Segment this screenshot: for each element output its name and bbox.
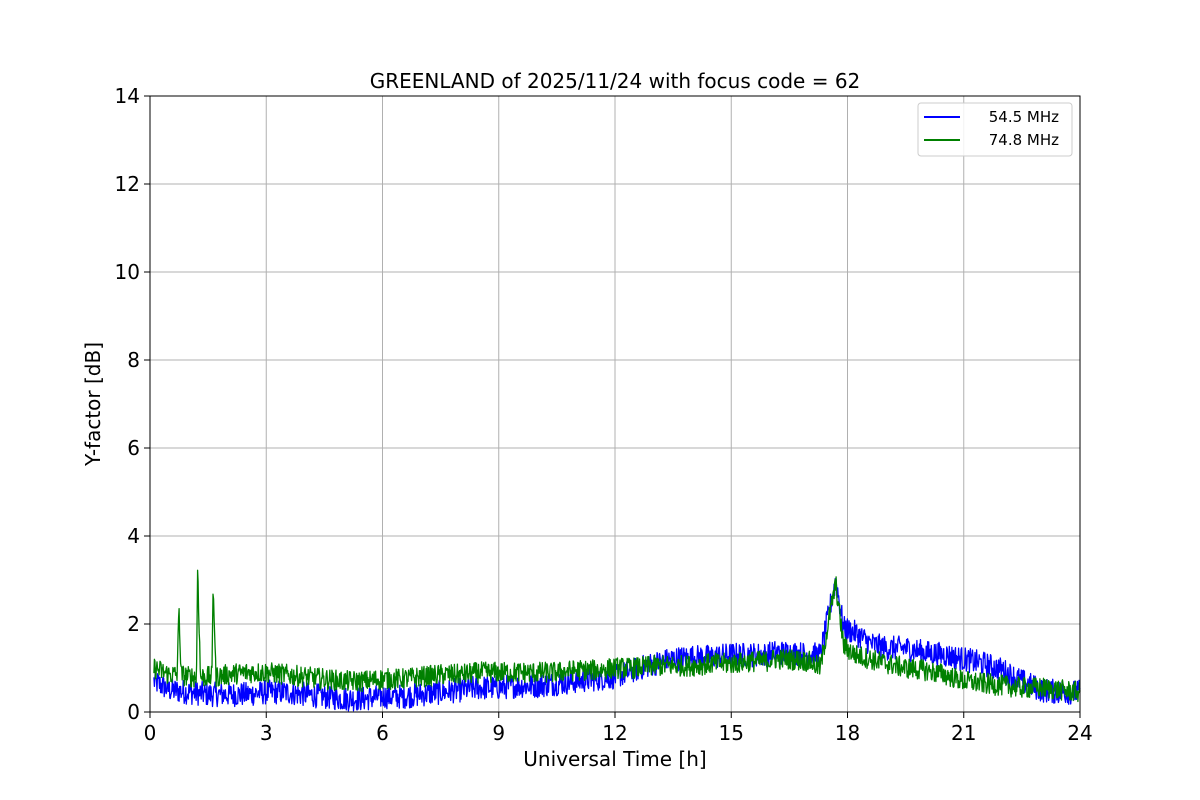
y-axis: 0 2 4 6 8 10 12 14: [115, 84, 150, 724]
x-tick-label: 3: [260, 721, 273, 745]
y-tick-label: 12: [115, 172, 140, 196]
chart-title: GREENLAND of 2025/11/24 with focus code …: [370, 69, 861, 93]
x-axis-label: Universal Time [h]: [523, 747, 706, 771]
y-tick-label: 6: [127, 436, 140, 460]
y-tick-label: 10: [115, 260, 140, 284]
x-tick-label: 18: [835, 721, 860, 745]
y-tick-label: 0: [127, 700, 140, 724]
y-tick-label: 4: [127, 524, 140, 548]
x-tick-label: 21: [951, 721, 976, 745]
grid: [149, 95, 1081, 713]
y-tick-label: 14: [115, 84, 140, 108]
x-tick-label: 15: [719, 721, 744, 745]
x-tick-label: 24: [1067, 721, 1092, 745]
x-tick-label: 0: [144, 721, 157, 745]
series-line: [153, 569, 1081, 703]
legend-label: 74.8 MHz: [989, 131, 1059, 149]
series-layer: [153, 569, 1081, 712]
legend-label: 54.5 MHz: [989, 108, 1059, 126]
series-line: [153, 578, 1081, 712]
y-tick-label: 8: [127, 348, 140, 372]
x-tick-label: 9: [492, 721, 505, 745]
x-axis: 0 3 6 9 12 15 18 21 24: [144, 712, 1093, 745]
y-tick-label: 2: [127, 612, 140, 636]
legend: 54.5 MHz 74.8 MHz: [917, 102, 1073, 157]
x-tick-label: 6: [376, 721, 389, 745]
y-axis-label: Y-factor [dB]: [81, 342, 105, 467]
x-tick-label: 12: [602, 721, 627, 745]
